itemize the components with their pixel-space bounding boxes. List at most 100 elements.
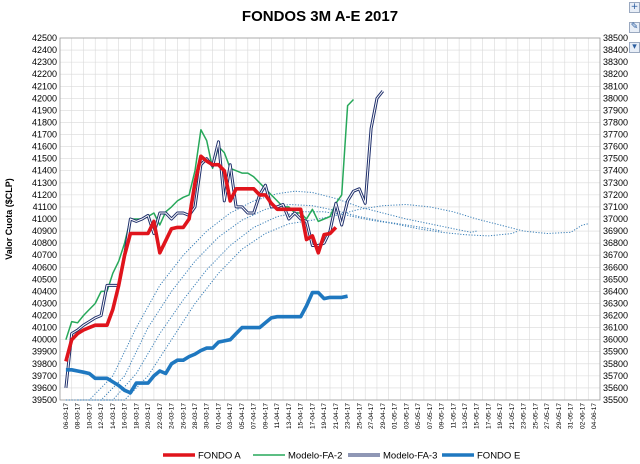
x-tick-label: 17-05-17	[485, 403, 492, 429]
y2-tick-label: 37600	[603, 142, 628, 152]
y-tick-label: 41300	[32, 178, 57, 188]
y-tick-label: 41000	[32, 214, 57, 224]
y-tick-label: 41900	[32, 105, 57, 115]
series-lines	[64, 90, 384, 395]
x-tick-label: 31-05-17	[568, 403, 575, 429]
y2-tick-label: 36200	[603, 311, 628, 321]
x-tick-label: 12-03-17	[98, 403, 105, 429]
x-tick-label: 19-04-17	[321, 403, 328, 429]
y-tick-label: 40100	[32, 323, 57, 333]
y-tick-label: 41400	[32, 166, 57, 176]
y2-tick-label: 38500	[603, 33, 628, 43]
fondo-a-line	[64, 154, 338, 362]
y2-tick-label: 37900	[603, 105, 628, 115]
modelo-fa-2-line	[65, 98, 355, 340]
x-tick-label: 11-05-17	[450, 403, 457, 429]
filter-icon[interactable]: ▾	[629, 42, 640, 53]
y2-tick-label: 37700	[603, 130, 628, 140]
y2-tick-label: 37800	[603, 117, 628, 127]
y-tick-label: 42400	[32, 45, 57, 55]
x-tick-label: 07-05-17	[427, 403, 434, 429]
y2-tick-label: 36300	[603, 298, 628, 308]
x-tick-label: 09-04-17	[262, 403, 269, 429]
y-tick-label: 40400	[32, 286, 57, 296]
gridlines	[59, 37, 601, 401]
y2-tick-label: 37000	[603, 214, 628, 224]
x-tick-label: 15-05-17	[474, 403, 481, 429]
x-tick-label: 02-06-17	[579, 403, 586, 429]
y-tick-label: 39500	[32, 395, 57, 405]
x-tick-label: 29-04-17	[380, 403, 387, 429]
y2-tick-label: 36900	[603, 226, 628, 236]
fondo-e-line	[65, 290, 348, 395]
x-tick-label: 24-03-17	[169, 403, 176, 429]
y2-tick-label: 36700	[603, 250, 628, 260]
y-axis-right: 38500 38400 38300 38200 38100 38000 37900 37800…	[603, 33, 628, 405]
x-tick-label: 03-04-17	[227, 403, 234, 429]
x-tick-label: 28-03-17	[192, 403, 199, 429]
chart-side-toolbar: + ✎ ▾	[628, 0, 640, 60]
y-tick-label: 39600	[32, 383, 57, 393]
y-tick-label: 40900	[32, 226, 57, 236]
y2-tick-label: 38300	[603, 57, 628, 67]
x-tick-label: 01-05-17	[392, 403, 399, 429]
y-tick-label: 40500	[32, 274, 57, 284]
x-tick-label: 08-03-17	[75, 403, 82, 429]
x-tick-label: 23-05-17	[521, 403, 528, 429]
x-tick-label: 16-03-17	[122, 403, 129, 429]
y-tick-label: 40800	[32, 238, 57, 248]
y-axis-left: 42500 42400 42300 42200 42100 42000 41900 41800…	[32, 33, 57, 405]
y2-tick-label: 35700	[603, 371, 628, 381]
y2-tick-label: 38400	[603, 45, 628, 55]
y2-tick-label: 37400	[603, 166, 628, 176]
y-tick-label: 39900	[32, 347, 57, 357]
y2-tick-label: 36800	[603, 238, 628, 248]
x-tick-label: 17-04-17	[309, 403, 316, 429]
legend: FONDO A Modelo-FA-2 Modelo-FA-3 FONDO E	[163, 451, 520, 462]
y2-tick-label: 37100	[603, 202, 628, 212]
x-tick-label: 05-05-17	[415, 403, 422, 429]
chart-title: FONDOS 3M A-E 2017	[242, 8, 398, 25]
projection-lines	[65, 190, 589, 401]
y-tick-label: 42200	[32, 69, 57, 79]
x-tick-label: 07-04-17	[251, 403, 258, 429]
y2-tick-label: 38100	[603, 81, 628, 91]
y-tick-label: 42100	[32, 81, 57, 91]
x-tick-label: 20-03-17	[145, 403, 152, 429]
y-tick-label: 39800	[32, 359, 57, 369]
y2-tick-label: 36400	[603, 286, 628, 296]
projection-line	[101, 203, 589, 401]
x-tick-label: 06-03-17	[63, 403, 70, 429]
y-tick-label: 41700	[32, 130, 57, 140]
y2-tick-label: 38000	[603, 93, 628, 103]
x-tick-label: 21-05-17	[509, 403, 516, 429]
projection-line	[77, 203, 442, 401]
x-tick-label: 27-05-17	[544, 403, 551, 429]
x-tick-label: 27-04-17	[368, 403, 375, 429]
x-tick-label: 25-05-17	[532, 403, 539, 429]
x-tick-label: 29-05-17	[556, 403, 563, 429]
x-tick-label: 21-04-17	[333, 403, 340, 429]
y2-tick-label: 35900	[603, 347, 628, 357]
x-tick-label: 13-04-17	[286, 403, 293, 429]
legend-label: Modelo-FA-3	[383, 451, 437, 462]
brush-icon[interactable]: ✎	[629, 22, 640, 33]
y2-tick-label: 36500	[603, 274, 628, 284]
x-tick-label: 23-04-17	[345, 403, 352, 429]
y2-tick-label: 35800	[603, 359, 628, 369]
x-tick-label: 01-04-17	[215, 403, 222, 429]
x-tick-label: 10-03-17	[86, 403, 93, 429]
legend-label: FONDO A	[198, 451, 241, 462]
x-tick-label: 04-06-17	[591, 403, 598, 429]
x-tick-label: 05-04-17	[239, 403, 246, 429]
y2-tick-label: 38200	[603, 69, 628, 79]
x-tick-label: 15-04-17	[298, 403, 305, 429]
y-tick-label: 40200	[32, 311, 57, 321]
y2-tick-label: 35600	[603, 383, 628, 393]
plus-icon[interactable]: +	[629, 2, 640, 13]
y-tick-label: 41800	[32, 117, 57, 127]
y-tick-label: 42000	[32, 93, 57, 103]
y-tick-label: 41500	[32, 154, 57, 164]
y-tick-label: 41100	[33, 202, 57, 212]
x-axis: 06-03-17 08-03-17 10-03-17 12-03-17 14-03-17…	[63, 403, 598, 429]
